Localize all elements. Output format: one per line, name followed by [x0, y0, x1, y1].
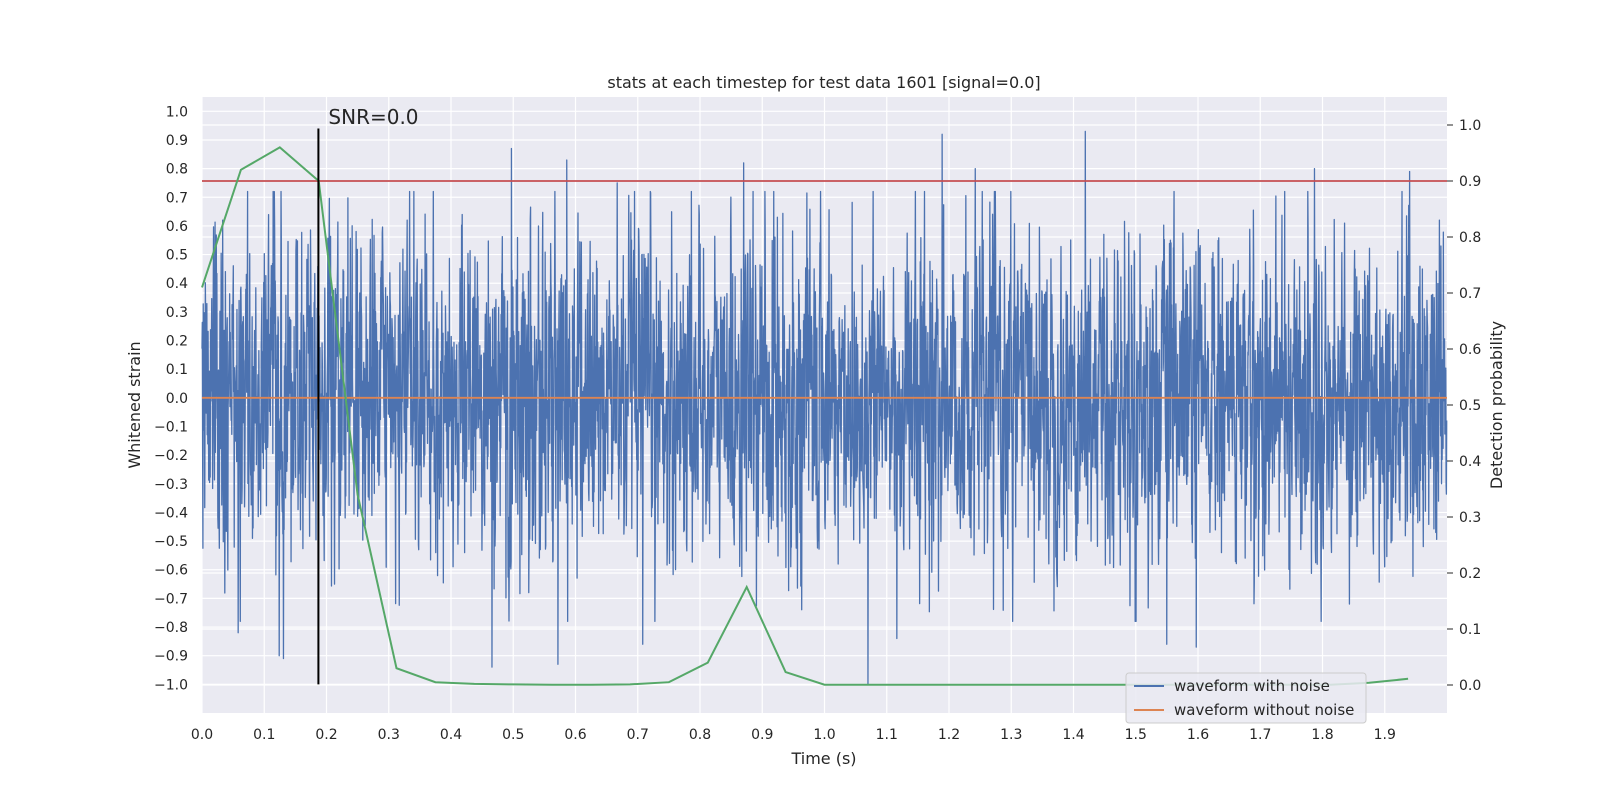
x-tick-label: 0.4: [440, 727, 462, 743]
waveform-with-noise-line: [201, 130, 1448, 685]
legend: waveform with noise waveform without noi…: [1125, 672, 1367, 724]
y2-tick-label: 0.0: [1459, 678, 1481, 694]
y-tick-label: 0.1: [166, 362, 188, 378]
x-tick-label: 1.5: [1125, 727, 1147, 743]
y-tick-label: −0.9: [154, 649, 188, 665]
y-tick-label: 0.0: [166, 391, 188, 407]
y2-tick-label: 1.0: [1459, 118, 1481, 134]
y-tick-label: −0.4: [154, 505, 188, 521]
legend-box: [1125, 672, 1367, 724]
y-tick-label: −0.5: [154, 534, 188, 550]
legend-label-noise: waveform with noise: [1174, 677, 1330, 695]
y2-tick-label: 0.6: [1459, 342, 1481, 358]
x-tick-label: 1.9: [1374, 727, 1396, 743]
y-tick-label: −0.1: [154, 419, 188, 435]
y-tick-label: −0.7: [154, 591, 188, 607]
x-tick-label: 0.6: [564, 727, 586, 743]
y-tick-label: 0.4: [166, 276, 188, 292]
y-tick-label: −1.0: [154, 677, 188, 693]
x-tick-label: 1.8: [1311, 727, 1333, 743]
snr-annotation: SNR=0.0: [328, 105, 418, 129]
x-tick-label: 1.1: [876, 727, 898, 743]
x-tick-label: 1.4: [1062, 727, 1084, 743]
y-axis-label: Whitened strain: [125, 341, 144, 468]
x-tick-label: 0.9: [751, 727, 773, 743]
y-tick-label: 0.9: [166, 133, 188, 149]
y-tick-label: 0.5: [166, 248, 188, 264]
y2-tick-label: 0.1: [1459, 622, 1481, 638]
x-tick-label: 0.1: [253, 727, 275, 743]
y-tick-label: 0.2: [166, 334, 188, 350]
y2-tick-label: 0.9: [1459, 174, 1481, 190]
x-tick-label: 1.3: [1000, 727, 1022, 743]
y2-tick-label: 0.8: [1459, 230, 1481, 246]
legend-label-clean: waveform without noise: [1174, 701, 1354, 719]
x-tick-label: 0.5: [502, 727, 524, 743]
y2-tick-label: 0.4: [1459, 454, 1481, 470]
chart-title: stats at each timestep for test data 160…: [607, 73, 1040, 92]
y-tick-label: −0.8: [154, 620, 188, 636]
x-axis-label: Time (s): [790, 749, 856, 768]
y2-axis-label: Detection probability: [1487, 321, 1506, 489]
x-tick-label: 0.0: [191, 727, 213, 743]
y-tick-label: −0.3: [154, 477, 188, 493]
y-tick-label: −0.6: [154, 563, 188, 579]
y-tick-label: 0.6: [166, 219, 188, 235]
y2-tick-label: 0.3: [1459, 510, 1481, 526]
x-tick-label: 1.2: [938, 727, 960, 743]
x-tick-label: 0.7: [627, 727, 649, 743]
y2-tick-label: 0.2: [1459, 566, 1481, 582]
y-tick-label: 1.0: [166, 104, 188, 120]
y2-tick-label: 0.7: [1459, 286, 1481, 302]
tick-labels: 0.0 0.1 0.2 0.3 0.4 0.5 0.6 0.7 0.8 0.9 1.0 1.1 1.2 1…: [154, 104, 1481, 743]
y-tick-label: −0.2: [154, 448, 188, 464]
y2-tick-label: 0.5: [1459, 398, 1481, 414]
x-tick-label: 0.2: [315, 727, 337, 743]
x-tick-label: 0.8: [689, 727, 711, 743]
x-tick-label: 1.0: [813, 727, 835, 743]
y-tick-label: 0.3: [166, 305, 188, 321]
y-tick-label: 0.7: [166, 190, 188, 206]
y-tick-label: 0.8: [166, 162, 188, 178]
x-tick-label: 1.6: [1187, 727, 1209, 743]
x-tick-label: 0.3: [378, 727, 400, 743]
waveform-with-noise-series: [201, 130, 1448, 685]
x-tick-label: 1.7: [1249, 727, 1271, 743]
